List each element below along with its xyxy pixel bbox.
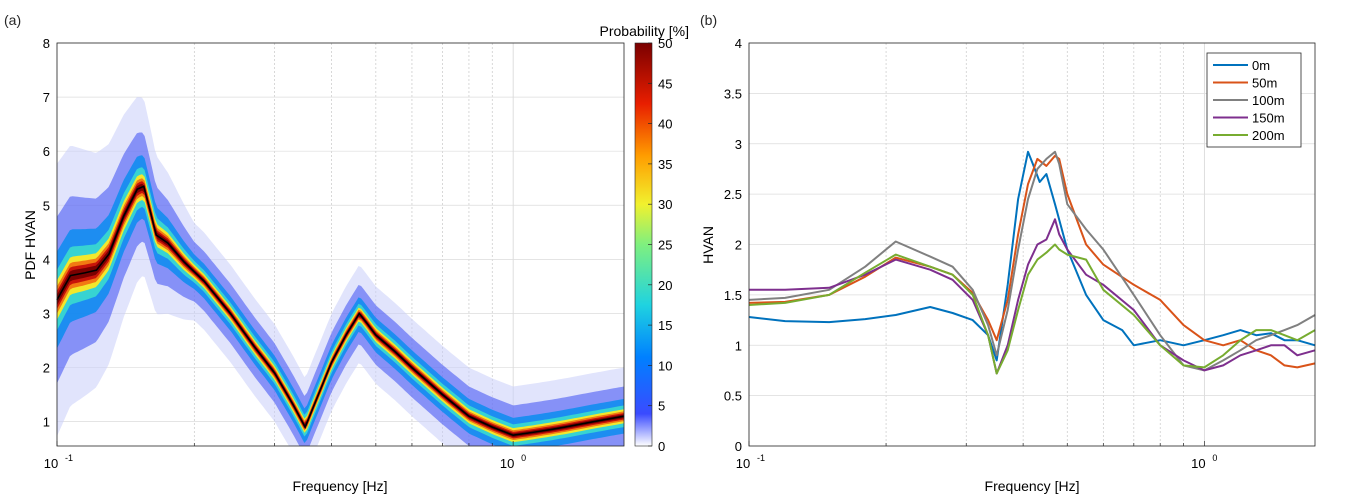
colorbar-tick-label: 15 [658,318,672,333]
y-tick-label: 2 [43,361,50,376]
y-tick-label: 1 [735,338,742,353]
colorbar-tick-label: 0 [658,439,665,454]
axes-box-a [56,42,625,447]
y-tick-label: 2 [735,238,742,253]
legend-label: 200m [1252,128,1285,143]
probability-density [57,97,624,447]
y-tick-label: 4 [43,252,50,267]
y-tick-label: 1.5 [724,288,742,303]
legend-label: 150m [1252,111,1285,126]
colorbar-tick-label: 5 [658,399,665,414]
legend-label: 50m [1252,76,1277,91]
x-tick-label: 10 [1191,456,1205,471]
legend-label: 100m [1252,93,1285,108]
x-tick-exponent: 0 [1212,453,1217,463]
legend-label: 0m [1252,58,1270,73]
x-tick-exponent: -1 [65,453,73,463]
colorbar-tick-label: 50 [658,36,672,51]
panel-b-tag: (b) [700,12,718,28]
ticks-a: 1 2 3 4 5 6 7 8 10 -1 10 0 [43,36,526,471]
y-tick-label: 8 [43,36,50,51]
series-line-0m [748,150,1316,362]
y-tick-label: 5 [43,198,50,213]
density-band [57,167,624,446]
x-axis-label-a: Frequency [Hz] [293,478,388,494]
y-tick-label: 3 [735,137,742,152]
panel-a-tag: (a) [4,12,22,28]
axes-box-b [748,42,1316,447]
legend: 0m 50m 100m 150m 200m [1206,52,1302,148]
y-axis-label-a: PDF HVAN [22,210,38,280]
y-tick-label: 3 [43,306,50,321]
colorbar-tick-label: 20 [658,278,672,293]
colorbar-tick-label: 10 [658,358,672,373]
y-tick-label: 0 [735,439,742,454]
series-line-100m [748,150,1316,372]
y-tick-label: 7 [43,90,50,105]
colorbar-tick-label: 30 [658,197,672,212]
x-tick-exponent: 0 [521,453,526,463]
series-line-150m [749,218,1316,375]
x-tick-label: 10 [736,456,750,471]
y-tick-label: 6 [43,144,50,159]
colorbar-ticks: 0 5 10 15 20 25 30 35 40 45 50 [648,36,672,454]
x-tick-label: 10 [44,456,58,471]
legend-items: 0m 50m 100m 150m 200m [1213,58,1285,143]
colorbar-tick-label: 40 [658,117,672,132]
series-line-200m [748,243,1316,375]
ticks-b: 0 0.5 1 1.5 2 2.5 3 3.5 4 10 -1 10 0 [724,36,1217,471]
x-tick-exponent: -1 [757,453,765,463]
y-tick-label: 0.5 [724,389,742,404]
y-tick-label: 3.5 [724,86,742,101]
x-tick-label: 10 [500,456,514,471]
colorbar-label: Probability [%] [600,23,689,39]
colorbar-tick-label: 45 [658,76,672,91]
median-curve [56,185,625,437]
colorbar-tick-label: 35 [658,157,672,172]
y-tick-label: 4 [735,36,742,51]
series-lines [748,150,1316,375]
y-tick-label: 1 [43,415,50,430]
x-axis-label-b: Frequency [Hz] [985,478,1080,494]
colorbar-tick-label: 25 [658,238,672,253]
y-tick-label: 2.5 [724,187,742,202]
y-axis-label-b: HVAN [700,226,716,264]
